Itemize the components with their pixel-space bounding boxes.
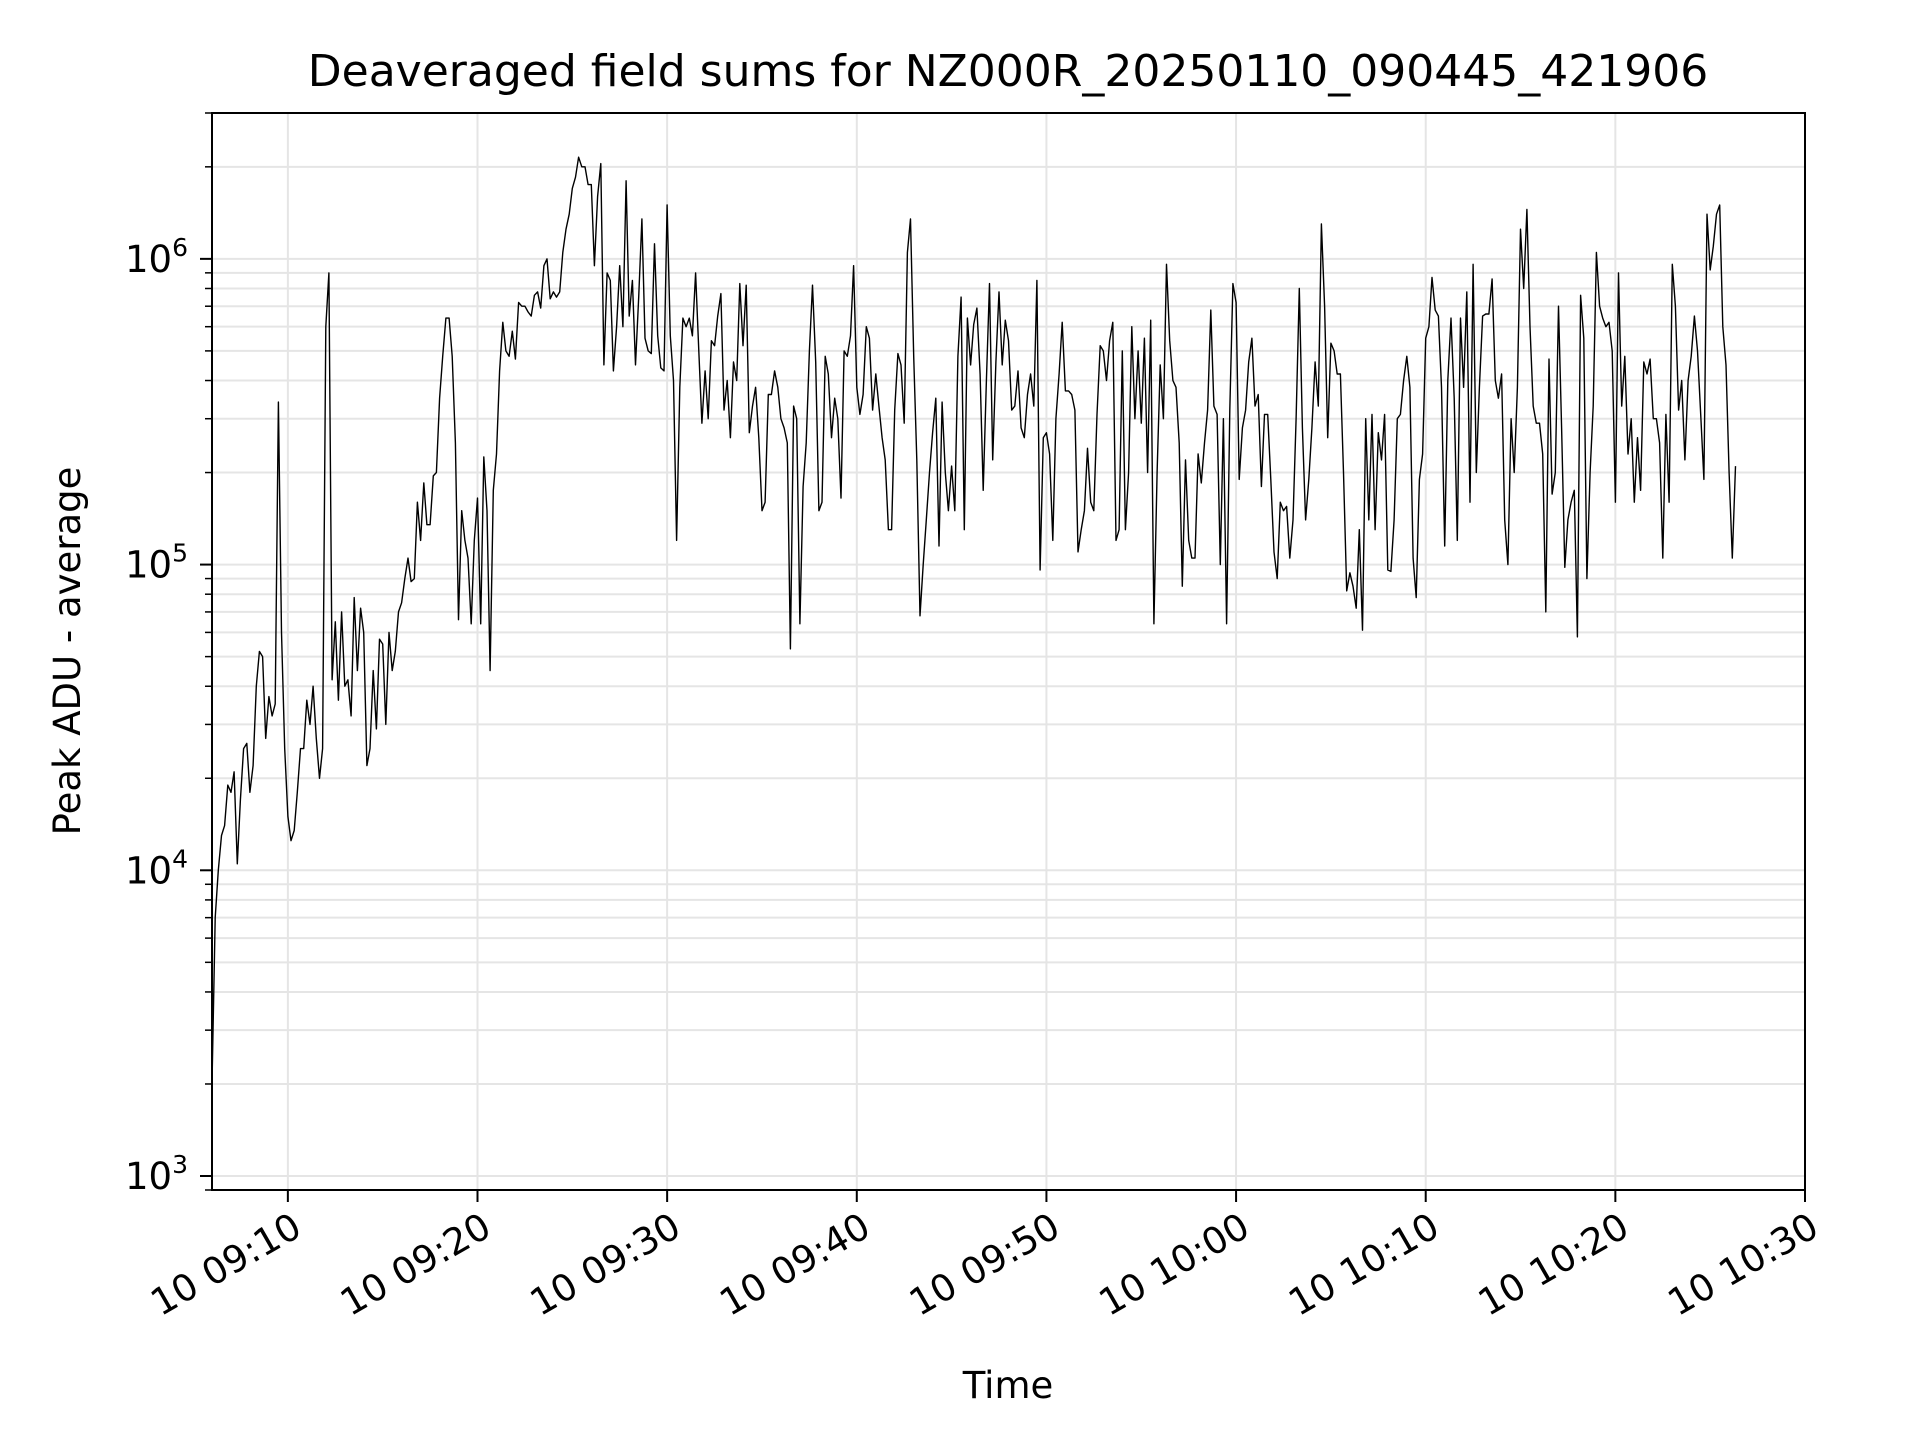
y-tick-label: 104 — [125, 844, 188, 892]
series-layer — [211, 156, 1737, 1085]
chart-title: Deaveraged field sums for NZ000R_2025011… — [308, 46, 1708, 97]
x-axis-label: Time — [962, 1364, 1054, 1407]
y-axis-label: Peak ADU - average — [46, 467, 89, 836]
grid — [212, 112, 1806, 1191]
y-tick-label: 103 — [125, 1150, 188, 1198]
series-line — [211, 156, 1737, 1085]
y-axis-ticks: 103 104 105 106 — [125, 112, 212, 1198]
plot-frame — [211, 112, 1806, 1191]
y-tick-label: 106 — [125, 233, 188, 281]
y-tick-label: 105 — [125, 539, 188, 587]
